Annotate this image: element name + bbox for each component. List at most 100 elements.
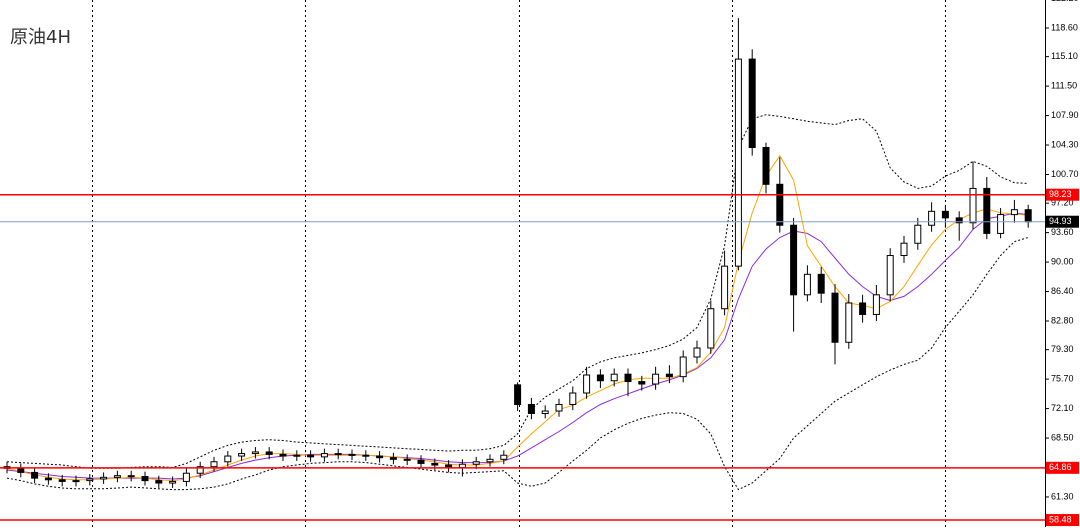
candle-body xyxy=(210,461,218,468)
candle-body xyxy=(155,480,163,484)
candle-body xyxy=(44,477,52,481)
y-tick-label: 79.30 xyxy=(1051,344,1074,354)
candle-body xyxy=(638,381,646,385)
candle-body xyxy=(376,455,384,459)
price-label-box xyxy=(1046,215,1079,228)
candle-body xyxy=(569,392,577,405)
candle-body xyxy=(790,224,798,296)
candle-body xyxy=(776,183,784,226)
chart-title: 原油4H xyxy=(10,27,71,48)
y-tick-label: 111.50 xyxy=(1051,80,1077,90)
y-tick-label: 61.30 xyxy=(1051,491,1074,501)
candle-body xyxy=(652,373,660,385)
candle-body xyxy=(969,187,977,224)
price-label-box xyxy=(1046,514,1079,527)
candle-body xyxy=(86,478,94,482)
candle-body xyxy=(886,255,894,296)
price-label: 98.23 xyxy=(1049,189,1072,199)
candle-body xyxy=(941,210,949,219)
candle-body xyxy=(679,356,687,378)
candle-body xyxy=(596,374,604,382)
y-tick-label: 75.70 xyxy=(1051,373,1074,383)
candle-body xyxy=(472,461,480,465)
price-label: 64.86 xyxy=(1049,462,1072,472)
candle-body xyxy=(389,457,397,460)
candle-body xyxy=(293,454,301,457)
candle-body xyxy=(859,302,867,315)
candle-body xyxy=(1024,209,1032,223)
y-tick-label: 82.80 xyxy=(1051,315,1074,325)
candle-body xyxy=(665,373,673,378)
candle-body xyxy=(169,480,177,484)
candle-body xyxy=(500,454,508,460)
indicator-line xyxy=(6,237,1029,491)
y-tick-label: 115.10 xyxy=(1051,51,1078,61)
candle-body xyxy=(845,302,853,343)
candle-body xyxy=(182,472,190,482)
candle-body xyxy=(734,58,742,267)
candle-body xyxy=(17,467,25,473)
candle-body xyxy=(541,410,549,414)
price-label-box xyxy=(1046,188,1079,201)
candle-body xyxy=(320,453,328,458)
candle-body xyxy=(803,273,811,296)
y-tick-label: 104.30 xyxy=(1051,139,1079,149)
price-label: 58.48 xyxy=(1049,514,1072,524)
candle-body xyxy=(1010,209,1018,216)
indicator-line xyxy=(6,114,1029,469)
y-tick-label: 93.60 xyxy=(1051,227,1074,237)
candle-body xyxy=(900,242,908,257)
candle-body xyxy=(748,58,756,148)
candle-body xyxy=(610,373,618,382)
candle-body xyxy=(431,462,439,466)
candle-body xyxy=(238,453,246,457)
candle-body xyxy=(251,451,259,455)
y-tick-label: 72.10 xyxy=(1051,403,1074,413)
y-tick-label: 86.40 xyxy=(1051,286,1074,296)
y-tick-label: 100.70 xyxy=(1051,169,1079,179)
candle-body xyxy=(555,403,563,412)
candle-body xyxy=(583,374,591,394)
candle-body xyxy=(955,217,963,224)
y-tick-label: 90.00 xyxy=(1051,256,1074,266)
candle-body xyxy=(403,458,411,461)
indicator-line xyxy=(6,154,1029,482)
candle-body xyxy=(486,458,494,463)
indicator-line xyxy=(6,212,1029,480)
candle-body xyxy=(817,273,825,294)
candle-body xyxy=(348,453,356,456)
y-tick-label: 97.20 xyxy=(1051,198,1074,208)
y-tick-label: 107.90 xyxy=(1051,110,1079,120)
candle-body xyxy=(72,480,80,483)
candle-body xyxy=(693,347,701,358)
candle-body xyxy=(707,308,715,349)
candle-body xyxy=(224,455,232,463)
candle-body xyxy=(762,146,770,185)
candle-body xyxy=(527,403,535,414)
candle-body xyxy=(997,214,1005,234)
candle-body xyxy=(872,294,880,315)
candle-body xyxy=(721,265,729,310)
candle-body xyxy=(914,224,922,244)
price-label-box xyxy=(1046,461,1079,474)
candle-body xyxy=(141,476,149,482)
candle-body xyxy=(100,476,108,480)
candle-body xyxy=(279,453,287,457)
y-tick-label: 122.20 xyxy=(1051,0,1079,3)
candle-body xyxy=(127,475,135,478)
candle-body xyxy=(265,451,273,455)
candle-body xyxy=(514,384,522,405)
price-label: 94.93 xyxy=(1049,216,1072,226)
y-tick-label: 68.50 xyxy=(1051,432,1074,442)
y-tick-label: 118.60 xyxy=(1051,22,1078,32)
candle-body xyxy=(196,466,204,474)
candle-body xyxy=(58,479,66,482)
candle-body xyxy=(831,292,839,343)
candle-body xyxy=(624,373,632,383)
candle-body xyxy=(307,454,315,458)
candle-body xyxy=(458,463,466,468)
candle-body xyxy=(417,459,425,464)
candle-body xyxy=(31,471,39,479)
